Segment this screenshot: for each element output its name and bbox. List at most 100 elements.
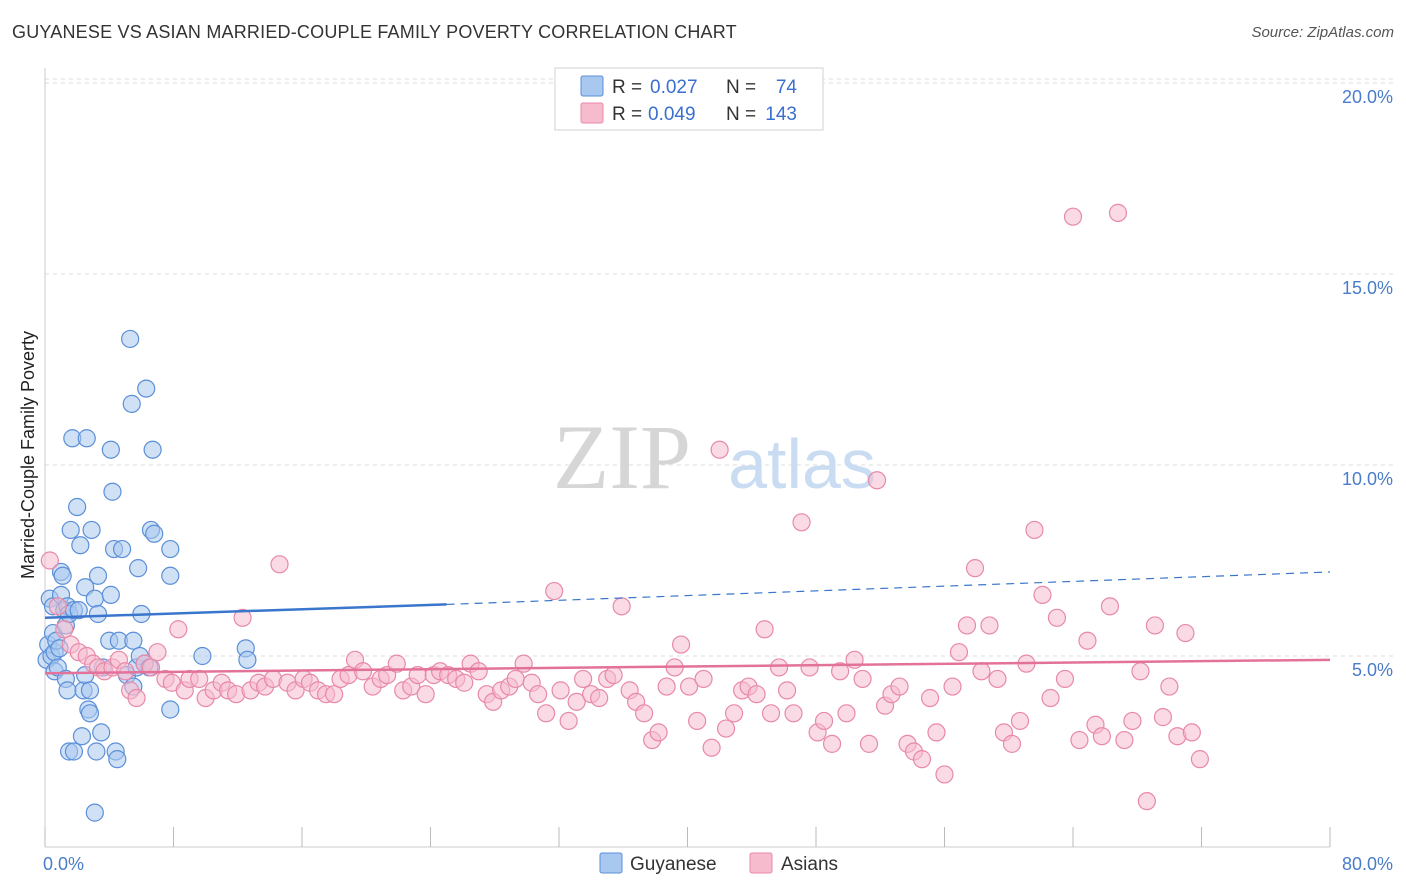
point-guyanese xyxy=(112,539,132,559)
point-asians xyxy=(1041,688,1060,708)
point-asians xyxy=(927,723,946,742)
point-guyanese xyxy=(85,589,104,608)
point-asians xyxy=(270,555,289,574)
point-asians xyxy=(48,597,67,616)
point-guyanese xyxy=(121,329,140,349)
point-guyanese xyxy=(61,520,80,540)
legend-r-label-guyanese: R = xyxy=(612,77,642,98)
point-asians xyxy=(148,643,167,662)
point-asians xyxy=(1070,730,1089,750)
point-asians xyxy=(559,711,578,731)
point-guyanese xyxy=(101,440,120,459)
grid xyxy=(45,78,1395,657)
point-guyanese xyxy=(108,750,127,769)
source-label: Source: ZipAtlas.com xyxy=(1251,24,1394,41)
point-guyanese xyxy=(71,536,90,555)
point-asians xyxy=(416,685,435,704)
series-guyanese-points xyxy=(37,329,257,822)
point-asians xyxy=(1190,750,1209,769)
point-guyanese xyxy=(137,379,156,398)
point-asians xyxy=(837,704,856,723)
bottom-legend: Guyanese Asians xyxy=(599,852,838,875)
watermark: ZIP atlas xyxy=(553,406,876,508)
point-asians xyxy=(1115,730,1134,750)
point-asians xyxy=(325,685,344,704)
point-guyanese xyxy=(143,440,162,459)
point-asians xyxy=(988,669,1007,689)
point-asians xyxy=(551,681,570,700)
legend-swatch-guyanese xyxy=(580,75,604,97)
legend-r-label-asians: R = xyxy=(612,104,642,125)
point-asians xyxy=(635,704,654,723)
point-asians xyxy=(1025,520,1044,540)
point-asians xyxy=(972,662,991,681)
point-asians xyxy=(1010,711,1030,731)
x-tick-label: 0.0% xyxy=(43,854,84,874)
point-asians xyxy=(657,677,676,696)
point-asians xyxy=(792,513,811,532)
point-asians xyxy=(769,658,789,677)
point-asians xyxy=(694,669,713,689)
point-asians xyxy=(649,723,668,742)
legend-r-value-asians: 0.049 xyxy=(648,104,696,125)
point-asians xyxy=(830,662,850,681)
point-asians xyxy=(514,654,533,673)
point-asians xyxy=(353,662,373,681)
point-asians xyxy=(1063,207,1083,226)
point-asians xyxy=(1131,662,1150,681)
point-asians xyxy=(190,669,209,689)
point-asians xyxy=(1160,677,1179,696)
point-asians xyxy=(141,658,161,677)
point-asians xyxy=(1078,631,1097,650)
point-guyanese xyxy=(80,681,100,700)
point-asians xyxy=(859,734,879,753)
point-asians xyxy=(920,688,940,708)
legend-n-value-asians: 143 xyxy=(765,104,797,125)
point-asians xyxy=(1002,734,1022,753)
point-asians xyxy=(612,597,631,616)
point-asians xyxy=(1092,727,1112,746)
point-guyanese xyxy=(53,566,72,585)
trend-line-guyanese xyxy=(44,603,447,620)
y-tick-label: 5.0% xyxy=(1352,660,1393,680)
point-asians xyxy=(822,734,842,753)
point-asians xyxy=(853,669,872,689)
legend-r-value-guyanese: 0.027 xyxy=(650,77,698,98)
point-guyanese xyxy=(193,646,212,666)
bottom-legend-label-guyanese: Guyanese xyxy=(630,854,717,875)
point-asians xyxy=(943,677,962,696)
point-asians xyxy=(55,620,74,639)
point-guyanese xyxy=(161,566,180,585)
watermark-atlas: atlas xyxy=(728,425,876,503)
point-asians xyxy=(1145,616,1165,635)
point-asians xyxy=(1033,585,1052,604)
point-asians xyxy=(747,685,766,704)
point-asians xyxy=(1108,203,1128,222)
point-guyanese xyxy=(69,601,88,620)
point-asians xyxy=(800,658,819,677)
axes xyxy=(44,68,1331,848)
legend: R = 0.027 N = 74 R = 0.049 N = 143 xyxy=(554,67,824,131)
point-asians xyxy=(761,704,781,723)
point-asians xyxy=(469,662,488,681)
point-guyanese xyxy=(103,482,122,501)
point-guyanese xyxy=(80,704,100,723)
x-tick-label: 80.0% xyxy=(1342,854,1393,874)
point-asians xyxy=(949,643,969,662)
point-guyanese xyxy=(129,559,148,578)
point-asians xyxy=(529,685,548,704)
point-guyanese xyxy=(72,727,92,746)
point-asians xyxy=(777,681,797,700)
point-asians xyxy=(537,704,556,723)
legend-swatch-asians xyxy=(580,102,604,124)
point-guyanese xyxy=(92,723,111,742)
point-guyanese xyxy=(101,585,120,604)
point-asians xyxy=(710,440,729,459)
point-guyanese xyxy=(64,742,84,761)
point-asians xyxy=(40,551,59,570)
point-guyanese xyxy=(82,520,101,540)
point-asians xyxy=(814,711,834,731)
tick-labels: 5.0% 10.0% 15.0% 20.0% 0.0% 80.0% xyxy=(43,87,1393,874)
y-tick-label: 20.0% xyxy=(1342,87,1393,107)
point-asians xyxy=(1182,723,1201,742)
